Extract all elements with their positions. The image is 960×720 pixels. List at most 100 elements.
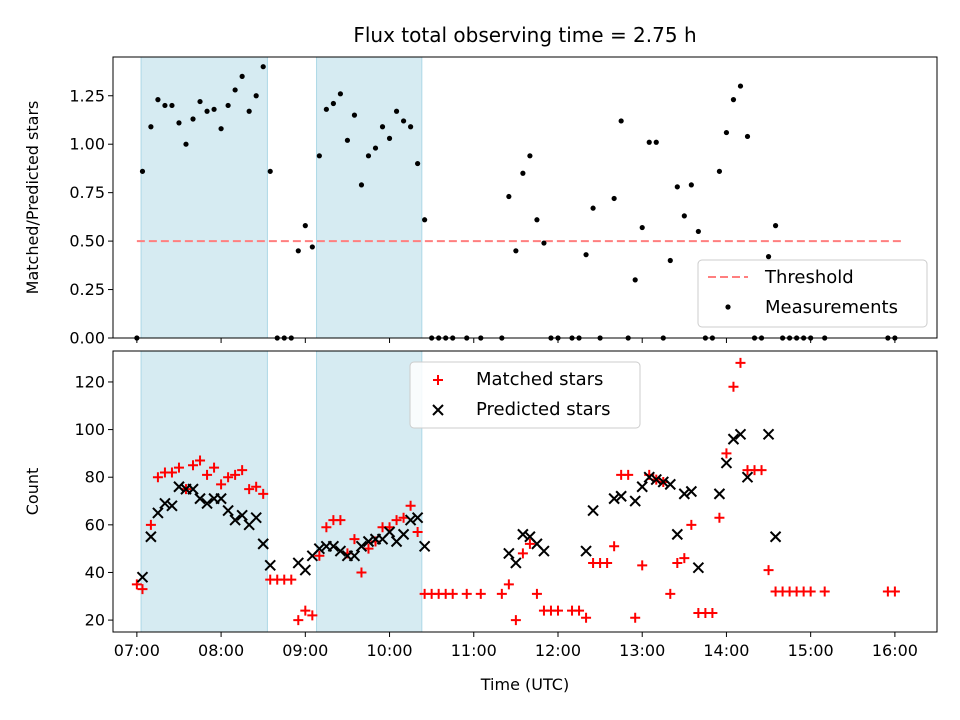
matched-star-point [447,588,458,599]
predicted-star-point [145,531,157,543]
matched-star-point [496,588,507,599]
observing-interval-2 [316,56,423,339]
x-tick-label: 16:00 [872,641,918,660]
matched-star-point [756,465,767,476]
x-axis-label: Time (UTC) [480,675,569,694]
measurement-point [681,213,687,219]
predicted-star-point [173,481,185,493]
matched-star-point [609,541,620,552]
measurement-point [351,112,358,118]
matched-star-point [735,357,746,368]
matched-star-point [293,615,304,626]
measurement-point [148,124,154,130]
matched-star-point [665,588,676,599]
matched-star-point [602,557,613,568]
matched-star-point [805,586,816,597]
predicted-star-point [348,550,361,562]
measurement-point [316,153,322,159]
measurement-point [716,168,723,174]
predicted-star-point [334,545,347,557]
matched-star-point [391,515,402,526]
measurement-point [772,223,779,229]
measurement-point [295,248,301,254]
measurement-point [744,133,751,140]
measurements-legend-swatch [725,304,731,310]
matched-star-point [258,488,269,499]
measurement-point [337,91,344,97]
predicted-star-point [397,528,410,541]
x-tick-label: 13:00 [619,641,665,660]
y-tick-label: 1.25 [69,86,105,105]
measurement-point [646,139,652,145]
legend-label-threshold: Threshold [764,267,854,288]
predicted-star-point [299,564,312,576]
measurement-point [302,223,308,229]
legend-box [697,259,928,328]
matched-star-point [517,548,528,559]
matched-star-point [630,612,641,623]
predicted-star-point [159,497,171,510]
predicted-star-point [713,488,726,500]
predicted-star-point [678,488,691,500]
predicted-star-point [383,526,396,538]
matched-star-point [714,512,725,523]
matched-star-point [152,472,163,483]
measurement-point [358,182,365,188]
predicted-star-point [615,490,627,502]
matched-star-point [763,565,774,576]
measurement-point [190,116,196,122]
y-tick-label: 0.50 [69,232,105,251]
measurement-point [723,129,730,136]
predicted-star-point [166,500,178,512]
measurement-point [765,254,772,260]
measurement-point [211,106,217,112]
y-tick-label: 120 [74,372,105,391]
matched-star-point [412,526,423,537]
measurement-point [225,102,231,109]
measurement-point [386,135,393,141]
y-tick-label: 40 [85,563,105,582]
matched-star-point [405,500,416,511]
legend-label-predicted: Predicted stars [476,399,610,420]
matched-star-point [131,579,142,590]
matched-star-point [166,467,177,478]
predicted-star-point [215,492,227,505]
measurement-point [534,217,540,223]
predicted-star-point [418,540,431,552]
matched-star-point [524,538,535,549]
y-tick-label: 0.00 [69,329,105,348]
measurement-point [583,252,589,258]
matched-star-point [552,605,563,616]
observing-interval-2 [316,350,423,633]
predicted-star-point [222,504,234,517]
measurement-point [372,145,379,151]
predicted-star-point [250,511,262,524]
matched-star-point [251,481,262,492]
y-tick-label: 1.00 [69,135,105,154]
predicted-star-point [580,545,592,557]
measurement-point [155,97,161,103]
predicted-star-point [762,428,775,441]
predicted-star-point [671,528,684,541]
top-legend: Threshold Measurements [697,259,928,328]
measurement-point [365,153,372,159]
measurement-point [169,102,175,109]
predicted-star-point [236,509,248,522]
predicted-star-point [187,483,199,495]
y-tick-label: 20 [85,611,105,630]
predicted-star-point [720,457,733,469]
measurement-point [541,240,547,246]
predicted-star-point [152,507,164,519]
predicted-star-point [136,571,149,583]
x-tick-label: 07:00 [114,641,160,660]
matched-star-point [637,560,648,571]
matched-star-point [461,588,472,599]
matched-star-point [223,472,234,483]
predicted-star-point [264,559,276,572]
measurement-point [407,124,414,130]
predicted-star-point [636,481,648,493]
predicted-star-point [517,528,529,541]
measurement-point [309,244,315,250]
measurement-point [737,83,744,89]
measurement-point [183,141,189,147]
